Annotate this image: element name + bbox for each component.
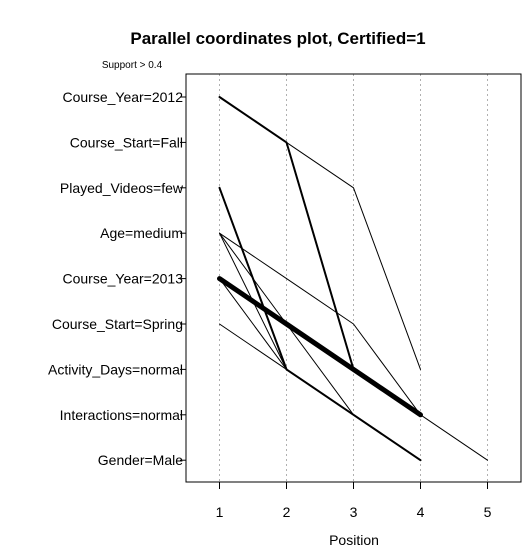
y-tick-label-9: Gender=Male: [98, 452, 183, 468]
series-line-2: [218, 96, 422, 416]
x-tick-label-3: 3: [350, 504, 358, 520]
y-tick-label-5: Course_Year=2013: [62, 271, 183, 287]
x-axis: 1 2 3 4 5: [216, 481, 492, 520]
y-tick-label-7: Activity_Days=normal: [48, 361, 183, 377]
series-line-5: [219, 232, 488, 461]
chart-title: Parallel coordinates plot, Certified=1: [130, 29, 425, 48]
x-tick-label-4: 4: [417, 504, 425, 520]
y-tick-label-1: Course_Year=2012: [62, 89, 183, 105]
series-lines: [217, 96, 488, 462]
y-tick-label-4: Age=medium: [100, 225, 183, 241]
x-axis-label: Position: [329, 532, 379, 548]
y-tick-label-3: Played_Videos=few: [60, 180, 184, 196]
x-tick-label-1: 1: [216, 504, 224, 520]
chart-subtitle: Support > 0.4: [102, 60, 163, 71]
y-tick-label-8: Interactions=normal: [60, 407, 183, 423]
grid-lines: [219, 74, 488, 482]
x-tick-label-5: 5: [484, 504, 492, 520]
y-tick-labels: Course_Year=2012 Course_Start=Fall Played_…: [48, 89, 186, 468]
series-line-3: [218, 186, 422, 462]
series-line-9: [219, 232, 421, 461]
series-line-4: [219, 96, 421, 370]
y-tick-label-6: Course_Start=Spring: [52, 316, 183, 332]
y-tick-label-2: Course_Start=Fall: [70, 134, 183, 150]
x-tick-label-2: 2: [283, 504, 291, 520]
